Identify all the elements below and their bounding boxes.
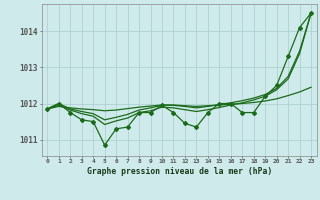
X-axis label: Graphe pression niveau de la mer (hPa): Graphe pression niveau de la mer (hPa) (87, 167, 272, 176)
